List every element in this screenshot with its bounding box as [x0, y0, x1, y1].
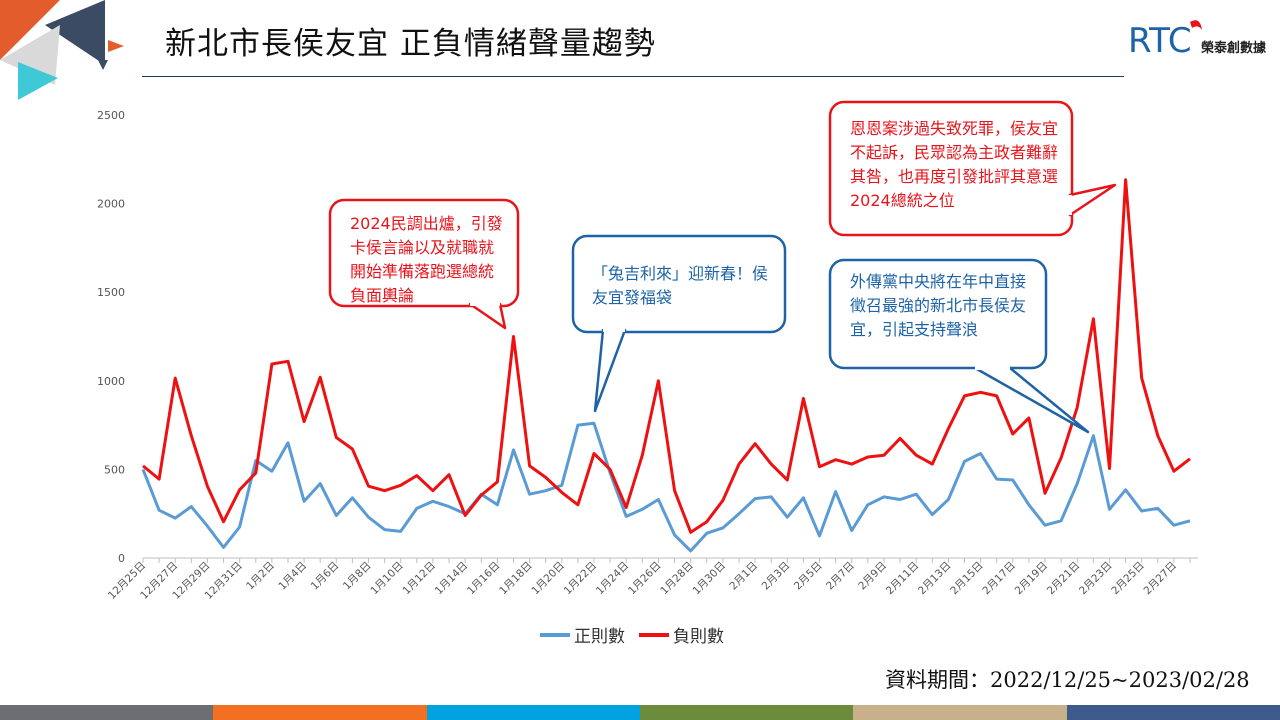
rtc-logo: RTC: [1128, 20, 1202, 61]
y-tick-label: 500: [104, 463, 125, 476]
legend-item-negative: 負則數: [639, 622, 724, 647]
legend-item-positive: 正則數: [540, 622, 625, 647]
x-tick-label: 1月30日: [690, 560, 728, 598]
annotation-party-nomination: 外傳黨中央將在年中直接徵召最強的新北市長侯友宜，引起支持聲浪: [850, 272, 1027, 339]
svg-text:RTC: RTC: [1128, 21, 1192, 61]
chart-legend: 正則數 負則數: [540, 622, 724, 647]
x-tick-label: 2月1日: [727, 560, 760, 593]
bottom-bar-segment: [1066, 705, 1280, 720]
x-tick-label: 2月15日: [948, 560, 986, 598]
annotation-bubble-new-year: [571, 234, 787, 334]
corner-triangles-decoration: [0, 0, 124, 100]
logo-company-name: 榮泰創數據: [1201, 41, 1267, 56]
annotation-bubble-enen-tail: [1068, 183, 1117, 217]
negative-series-line: [142, 178, 1191, 534]
x-tick-label: 2月25日: [1109, 560, 1147, 598]
y-tick-label: 1500: [97, 286, 125, 299]
x-tick-label: 1月28日: [658, 560, 696, 598]
x-tick-label: 2月19日: [1013, 560, 1051, 598]
y-tick-label: 1000: [97, 375, 125, 388]
annotation-poll-release: 2024民調出爐，引發卡侯言論以及就職就開始準備落跑選總統負面輿論: [350, 214, 503, 305]
legend-swatch-negative: [639, 632, 669, 637]
x-tick-label: 2月3日: [760, 560, 793, 593]
x-tick-label: 1月22日: [562, 560, 600, 598]
data-period: 資料期間：2022/12/25~2023/02/28: [885, 668, 1250, 692]
x-tick-label: 1月18日: [497, 560, 535, 598]
x-tick-label: 2月7日: [824, 560, 857, 593]
x-tick-label: 2月23日: [1077, 560, 1115, 598]
bottom-bar-segment: [213, 705, 427, 720]
x-tick-label: 1月20日: [529, 560, 567, 598]
x-tick-label: 1月12日: [401, 560, 439, 598]
positive-series-line: [141, 421, 1191, 553]
annotation-bubble-poll-tail: [468, 302, 507, 330]
x-tick-label: 1月16日: [465, 560, 503, 598]
bottom-bar-segment: [853, 705, 1067, 720]
x-tick-label: 1月26日: [626, 560, 664, 598]
bottom-bar-segment: [639, 705, 854, 720]
y-tick-label: 2500: [97, 109, 125, 122]
legend-label-positive: 正則數: [574, 627, 625, 647]
page-title: 新北市長侯友宜 正負情緒聲量趨勢: [165, 26, 656, 62]
y-tick-label: 0: [118, 552, 125, 565]
x-tick-label: 2月5日: [792, 560, 825, 593]
title-divider: [142, 76, 1124, 77]
x-tick-label: 1月6日: [309, 560, 342, 593]
x-tick-label: 2月13日: [916, 560, 954, 598]
y-tick-label: 2000: [97, 198, 125, 211]
annotation-bubble-enen: [828, 100, 1074, 237]
x-tick-label: 2月27日: [1142, 560, 1180, 598]
x-tick-label: 1月24日: [594, 560, 632, 598]
annotation-bubble-nomination-tail: [973, 366, 1090, 434]
legend-swatch-positive: [540, 632, 570, 637]
x-tick-label: 1月14日: [433, 560, 471, 598]
x-tick-label: 1月2日: [244, 560, 277, 593]
bottom-bar-segment: [0, 705, 214, 720]
annotation-new-year-bags: 「兔吉利來」迎新春！侯友宜發福袋: [592, 264, 769, 307]
legend-label-negative: 負則數: [673, 627, 724, 647]
annotation-bubble-new-year-tail: [593, 328, 627, 413]
x-tick-label: 1月4日: [276, 560, 309, 593]
x-tick-label: 2月17日: [980, 560, 1018, 598]
x-tick-label: 2月21日: [1045, 560, 1083, 598]
annotation-bubble-nomination: [828, 258, 1048, 370]
x-tick-label: 2月11日: [884, 560, 922, 598]
bottom-color-bar: [0, 705, 1280, 720]
annotation-enen-case: 恩恩案涉過失致死罪，侯友宜不起訴，民眾認為主政者難辭其咎，也再度引發批評其意選2…: [850, 119, 1059, 210]
x-tick-label: 1月10日: [368, 560, 406, 598]
bottom-bar-segment: [426, 705, 640, 720]
annotation-bubble-poll: [328, 198, 520, 308]
